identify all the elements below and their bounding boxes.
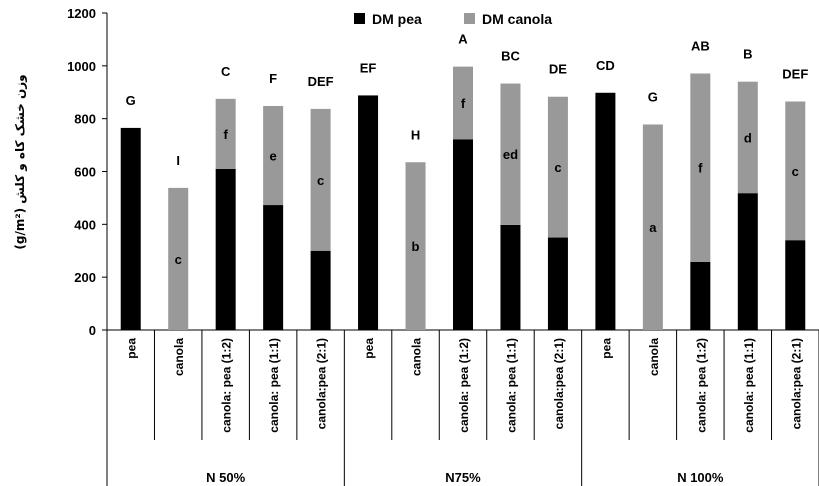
group-label: N75% (445, 470, 481, 485)
total-letter: G (126, 93, 136, 108)
y-tick-label: 800 (74, 112, 96, 127)
x-category-label: pea (125, 338, 139, 359)
segment-letter: c (792, 164, 799, 179)
legend-swatch-pea (354, 13, 365, 24)
total-letter: G (648, 89, 658, 104)
y-axis-label: وزن خشک کاه و کلش (g/m²) (13, 74, 28, 249)
y-tick-label: 400 (74, 217, 96, 232)
y-tick-label: 200 (74, 270, 96, 285)
x-category-label: canola (172, 338, 186, 376)
segment-letter: e (744, 255, 751, 270)
x-category-label: pea (599, 338, 613, 359)
segment-letter: f (461, 96, 466, 111)
bar-segment-canola (547, 96, 568, 238)
group-label: N 100% (677, 470, 724, 485)
x-category-label: canola: pea (1:2) (694, 338, 708, 433)
y-tick-label: 1000 (67, 59, 96, 74)
legend-label-canola: DM canola (482, 11, 552, 27)
segment-letter: ed (503, 147, 518, 162)
bar-segment-pea (547, 237, 568, 330)
segment-letter: c (697, 289, 704, 304)
segment-letter: b (127, 222, 135, 237)
segment-letter: f (271, 261, 276, 276)
bar-segment-canola (215, 98, 236, 169)
x-category-label: canola:pea (2:1) (789, 338, 803, 429)
group-label: N 50% (206, 470, 245, 485)
segment-letter: h (317, 283, 325, 298)
bar-segment-pea (500, 224, 521, 330)
segment-letter: c (175, 252, 182, 267)
total-letter: AB (691, 38, 710, 53)
bar-segment-pea (737, 193, 758, 330)
bar-segment-canola (405, 162, 426, 330)
bar-segment-pea (358, 95, 379, 330)
segment-letter: d (744, 130, 752, 145)
total-letter: I (176, 153, 180, 168)
bar-segment-canola (310, 108, 331, 251)
segment-letter: e (270, 149, 277, 164)
bar-segment-pea (263, 205, 284, 330)
y-tick-label: 1200 (67, 6, 96, 21)
bar-segment-pea (690, 261, 711, 330)
x-category-label: canola: pea (1:1) (504, 338, 518, 433)
x-category-label: canola (647, 338, 661, 376)
bar-segment-canola (642, 124, 663, 330)
bar-segment-canola (785, 101, 806, 241)
y-tick-label: 600 (74, 165, 96, 180)
total-letter: DE (549, 62, 567, 77)
bar-segment-canola (453, 66, 473, 140)
segment-letter: d (222, 242, 230, 257)
legend-swatch-canola (464, 13, 475, 24)
total-letter: C (221, 64, 231, 79)
total-letter: F (269, 71, 277, 86)
total-letter: B (743, 47, 752, 62)
x-category-label: canola: pea (1:2) (457, 338, 471, 433)
bar-segment-pea (595, 92, 616, 330)
x-category-label: canola:pea (2:1) (315, 338, 329, 429)
total-letter: DEF (782, 66, 808, 81)
segment-letter: a (649, 220, 657, 235)
x-category-label: canola: pea (1:1) (267, 338, 281, 433)
segment-letter: a (602, 204, 610, 219)
bar-segment-pea (785, 240, 806, 330)
segment-letter: f (698, 161, 703, 176)
total-letter: BC (501, 49, 520, 64)
bar-segment-pea (453, 139, 473, 330)
bar-segment-canola (737, 81, 758, 194)
x-category-label: pea (362, 338, 376, 359)
total-letter: CD (596, 58, 615, 73)
segment-letter: c (554, 160, 561, 175)
segment-letter: f (223, 127, 228, 142)
segment-letter: c (317, 173, 324, 188)
segment-letter: a (364, 206, 372, 221)
segment-letter: e (507, 270, 514, 285)
segment-letter: g (791, 278, 799, 293)
total-letter: H (411, 127, 420, 142)
bar-segment-canola (168, 187, 189, 330)
bar-segment-pea (120, 127, 141, 330)
bar-segment-canola (500, 83, 521, 225)
y-tick-label: 0 (89, 323, 96, 338)
x-category-label: canola: pea (1:2) (220, 338, 234, 433)
bar-segment-pea (215, 168, 236, 330)
bar-segment-canola (263, 105, 284, 206)
x-category-label: canola:pea (2:1) (552, 338, 566, 429)
segment-letter: c (459, 228, 466, 243)
segment-letter: g (554, 277, 562, 292)
total-letter: DEF (308, 74, 334, 89)
bar-segment-canola (690, 73, 711, 262)
total-letter: A (458, 32, 468, 47)
legend: DM pea DM canola (354, 11, 552, 27)
segment-letter: b (412, 239, 420, 254)
legend-label-pea: DM pea (372, 11, 422, 27)
total-letter: EF (360, 60, 377, 75)
bar-segment-pea (310, 250, 331, 330)
x-category-label: canola (410, 338, 424, 376)
x-category-label: canola: pea (1:1) (742, 338, 756, 433)
plot-area: 0 200 400 600 800 1000 1200 N 50% N75% N 100% pea b… (67, 6, 819, 486)
